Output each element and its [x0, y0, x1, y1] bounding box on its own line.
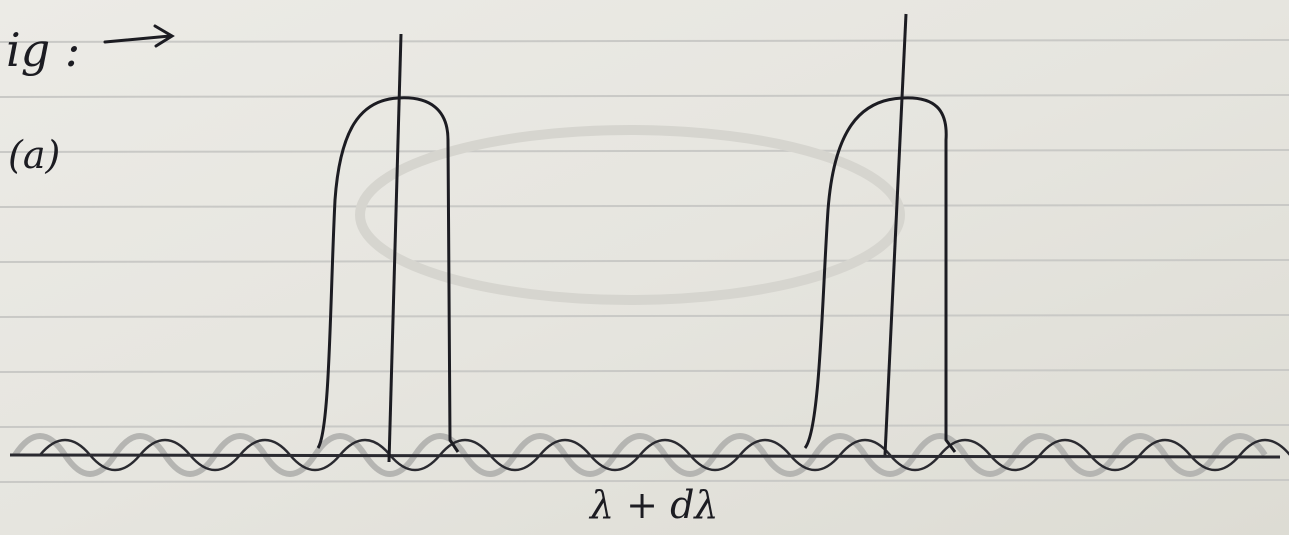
page: ig : (a) λ + dλ (() => { const data = JS… — [0, 0, 1289, 535]
diagram: ig : (a) λ + dλ — [0, 0, 1289, 535]
baseline — [10, 455, 1280, 457]
subfigure-label: (a) — [8, 133, 60, 177]
axis-label: λ + dλ — [588, 483, 719, 527]
figure-label: ig : — [6, 23, 80, 77]
